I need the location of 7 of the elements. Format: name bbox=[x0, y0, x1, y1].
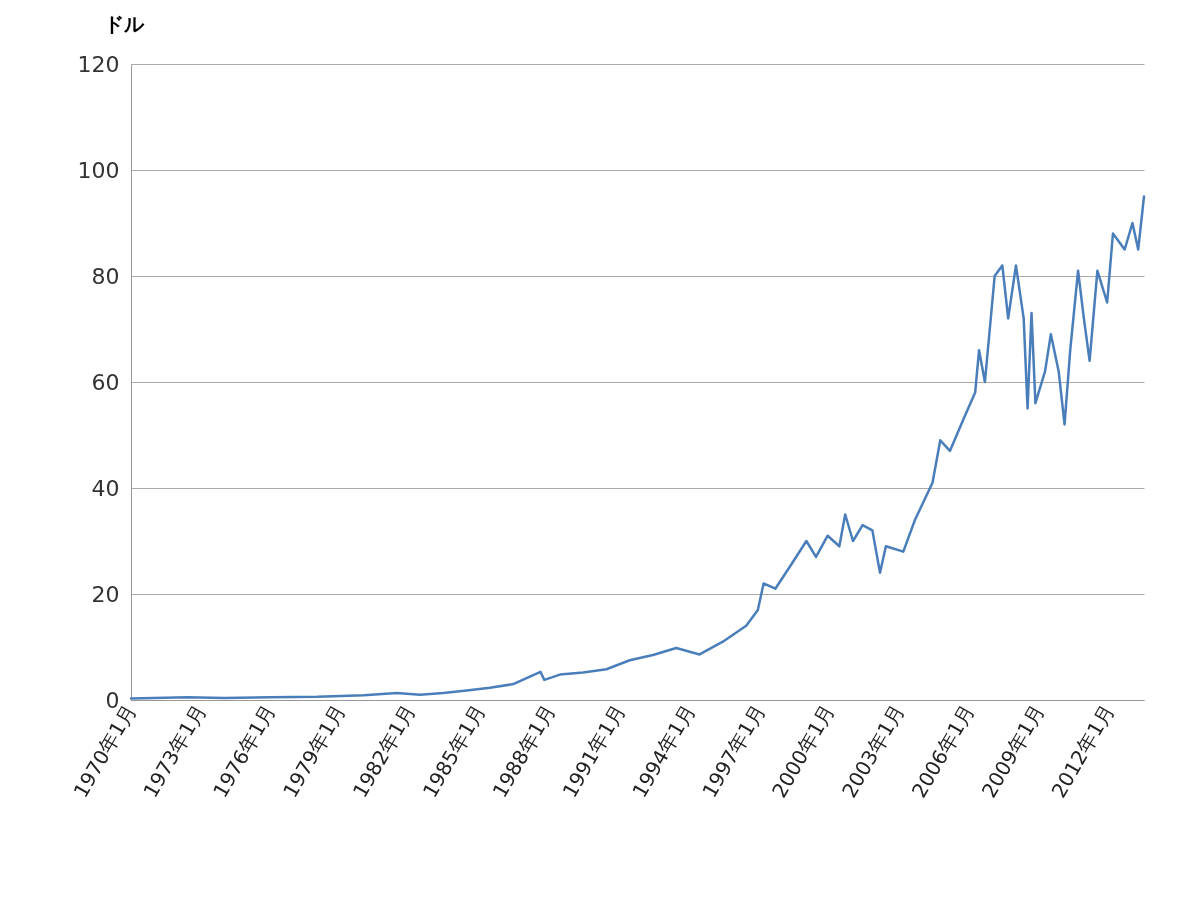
y-tick-label: 80 bbox=[91, 263, 120, 289]
y-tick-label: 40 bbox=[91, 475, 120, 501]
y-tick-label: 100 bbox=[77, 157, 120, 183]
y-axis-title: ドル bbox=[103, 11, 145, 36]
y-tick-label: 60 bbox=[91, 369, 120, 395]
y-tick-label: 120 bbox=[77, 51, 120, 77]
y-tick-label: 20 bbox=[91, 581, 120, 607]
